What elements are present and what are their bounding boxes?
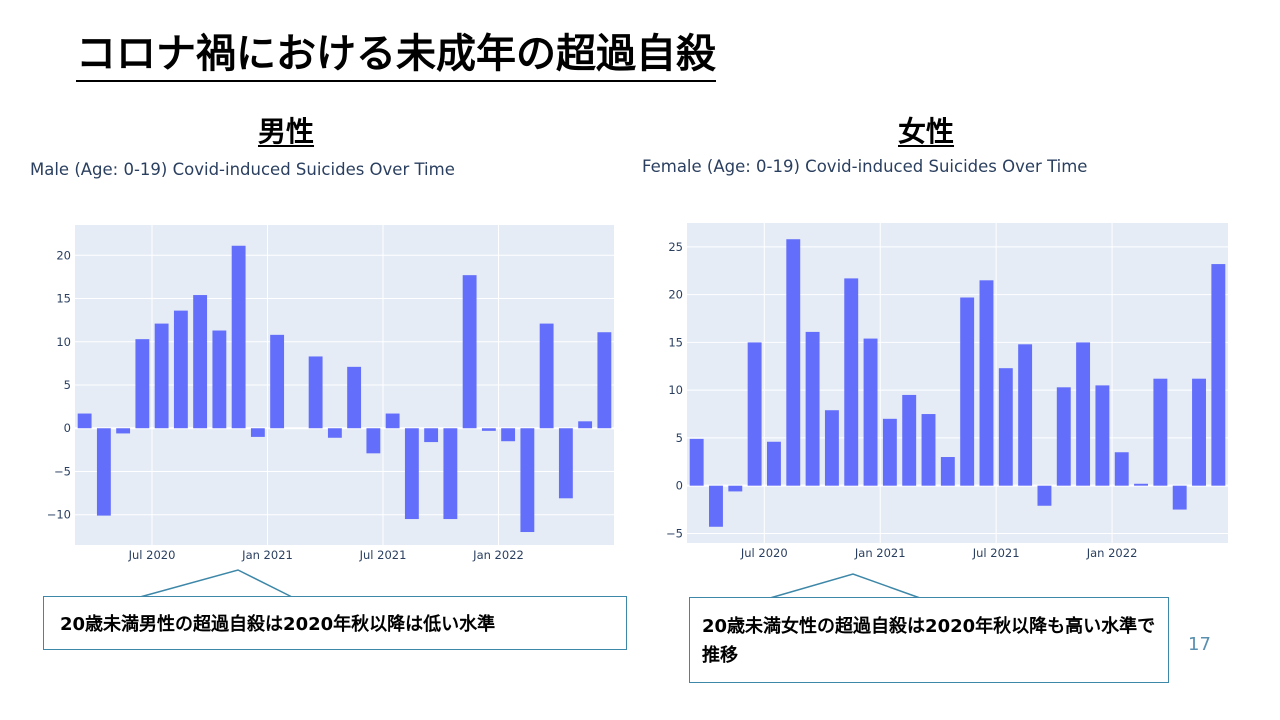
bar xyxy=(578,421,593,429)
bar xyxy=(805,331,820,486)
x-tick-label: Jul 2020 xyxy=(740,546,788,560)
bar xyxy=(116,428,131,434)
bar xyxy=(1134,483,1149,486)
bar xyxy=(921,414,936,486)
bar xyxy=(77,413,92,429)
bar xyxy=(844,278,859,486)
bar xyxy=(728,485,743,492)
y-tick-label: 5 xyxy=(64,378,71,392)
bar xyxy=(558,428,573,499)
male-callout: 20歳未満男性の超過自殺は2020年秋以降は低い水準 xyxy=(43,596,627,650)
bar xyxy=(786,239,801,486)
page-number: 17 xyxy=(1188,634,1211,655)
female-chart-title: Female (Age: 0-19) Covid-induced Suicide… xyxy=(642,157,1088,176)
y-tick-label: 0 xyxy=(676,479,683,493)
y-tick-label: 25 xyxy=(668,240,683,254)
bar xyxy=(1018,344,1033,486)
bar xyxy=(347,366,362,429)
bar xyxy=(231,245,246,429)
bar xyxy=(747,342,762,486)
bar xyxy=(539,323,554,429)
plot-area xyxy=(687,223,1228,543)
y-tick-label: 0 xyxy=(64,421,71,435)
y-tick-label: −5 xyxy=(54,464,71,478)
bar xyxy=(597,332,612,429)
bar xyxy=(443,428,458,520)
female-callout-text: 20歳未満女性の超過自殺は2020年秋以降も高い水準で推移 xyxy=(702,616,1156,666)
bar xyxy=(1153,378,1168,486)
y-tick-label: −5 xyxy=(666,526,683,540)
y-tick-label: 10 xyxy=(56,335,71,349)
x-tick-label: Jul 2021 xyxy=(972,546,1020,560)
x-tick-label: Jan 2022 xyxy=(472,548,524,562)
bar xyxy=(998,368,1013,486)
bar xyxy=(960,297,975,486)
y-tick-label: 5 xyxy=(676,431,683,445)
bar xyxy=(481,428,496,431)
bar xyxy=(96,428,111,516)
bar xyxy=(154,323,169,429)
bar xyxy=(250,428,265,437)
bar xyxy=(863,338,878,486)
bar xyxy=(366,428,381,454)
bar xyxy=(520,428,535,533)
bar xyxy=(882,418,897,486)
bar xyxy=(404,428,419,520)
bar xyxy=(1037,485,1052,506)
male-bar-chart: −10 −5 0 5 10 15 20 Jul 2020 Jan 2021 Jul 2021 Jan… xyxy=(47,225,614,562)
bar xyxy=(1211,264,1226,486)
bar xyxy=(824,410,839,486)
x-tick-label: Jan 2022 xyxy=(1086,546,1138,560)
x-tick-label: Jul 2021 xyxy=(359,548,407,562)
bar xyxy=(193,295,208,429)
bar xyxy=(135,339,150,429)
bar xyxy=(1114,452,1129,486)
bar xyxy=(462,275,477,429)
bar xyxy=(766,441,781,486)
female-heading: 女性 xyxy=(898,115,955,148)
slide-title: コロナ禍における未成年の超過自殺 xyxy=(76,30,716,82)
bar xyxy=(327,428,342,438)
bar xyxy=(709,485,723,527)
bar xyxy=(424,428,439,443)
y-tick-label: 10 xyxy=(668,383,683,397)
bar xyxy=(501,428,516,442)
x-tick-label: Jan 2021 xyxy=(854,546,906,560)
x-tick-label: Jul 2020 xyxy=(128,548,176,562)
bar xyxy=(1076,342,1091,486)
bar xyxy=(270,334,285,429)
bar xyxy=(1172,485,1187,510)
bar xyxy=(212,330,227,429)
female-bar-chart: −5 0 5 10 15 20 25 Jul 2020 Jan 2021 Jul 2021 Jan … xyxy=(666,223,1228,560)
y-tick-label: 20 xyxy=(668,288,683,302)
bar xyxy=(902,394,917,486)
bar xyxy=(979,280,994,486)
bar xyxy=(385,413,400,429)
bar xyxy=(308,356,323,429)
bar xyxy=(1192,378,1206,486)
bar xyxy=(1056,387,1071,486)
y-tick-label: −10 xyxy=(47,508,71,522)
bar xyxy=(1095,385,1110,486)
y-tick-label: 15 xyxy=(668,335,683,349)
female-callout: 20歳未満女性の超過自殺は2020年秋以降も高い水準で推移 xyxy=(689,597,1169,683)
male-chart-title: Male (Age: 0-19) Covid-induced Suicides … xyxy=(30,160,455,179)
male-heading: 男性 xyxy=(258,115,315,148)
y-tick-label: 15 xyxy=(56,292,71,306)
y-tick-label: 20 xyxy=(56,248,71,262)
bar xyxy=(173,310,188,429)
x-tick-label: Jan 2021 xyxy=(241,548,293,562)
male-callout-text: 20歳未満男性の超過自殺は2020年秋以降は低い水準 xyxy=(60,614,496,635)
bar xyxy=(689,438,704,486)
bar xyxy=(940,457,955,486)
